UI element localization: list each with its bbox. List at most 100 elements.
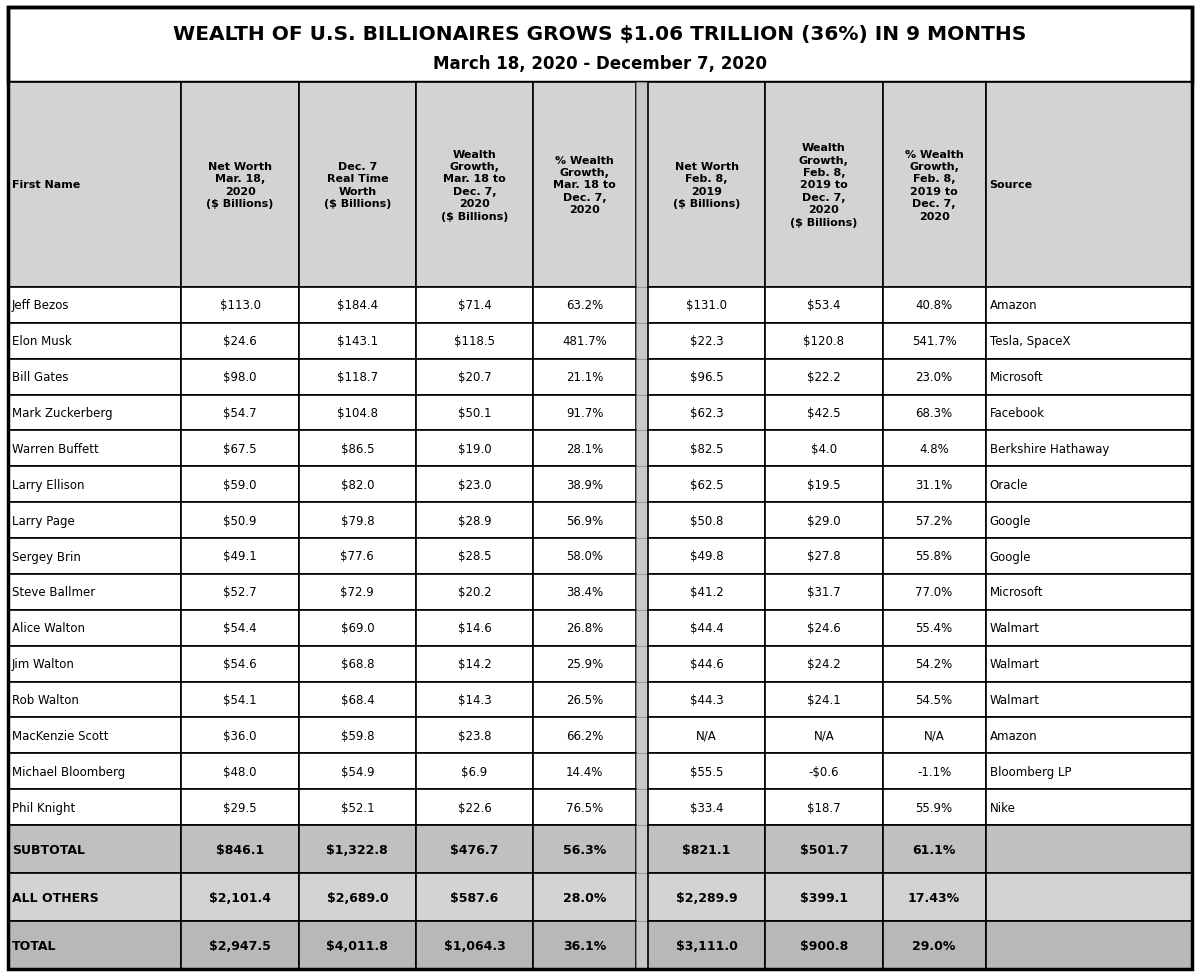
Text: $4.0: $4.0	[811, 443, 836, 455]
Bar	[636, 611, 648, 646]
Text: $59.8: $59.8	[341, 729, 374, 743]
Bar	[648, 753, 766, 789]
Bar	[533, 611, 636, 646]
Bar	[985, 574, 1192, 611]
Bar	[766, 467, 882, 503]
Text: $24.6: $24.6	[223, 335, 257, 348]
Text: N/A: N/A	[814, 729, 834, 743]
Text: Wealth
Growth,
Feb. 8,
2019 to
Dec. 7,
2020
($ Billions): Wealth Growth, Feb. 8, 2019 to Dec. 7, 2…	[791, 144, 858, 228]
Bar	[416, 646, 533, 682]
Bar	[8, 826, 181, 873]
Bar	[299, 873, 416, 921]
Text: $118.5: $118.5	[454, 335, 496, 348]
Text: 31.1%: 31.1%	[916, 479, 953, 491]
Text: $23.8: $23.8	[458, 729, 491, 743]
Bar	[985, 287, 1192, 323]
Bar	[985, 538, 1192, 574]
Bar	[8, 431, 181, 467]
Text: 76.5%: 76.5%	[566, 801, 604, 814]
Bar	[533, 826, 636, 873]
Bar	[8, 611, 181, 646]
Text: $2,289.9: $2,289.9	[676, 891, 738, 904]
Text: $67.5: $67.5	[223, 443, 257, 455]
Bar	[648, 682, 766, 718]
Bar	[985, 611, 1192, 646]
Bar	[985, 826, 1192, 873]
Bar	[636, 287, 648, 323]
Text: Walmart: Walmart	[990, 694, 1039, 706]
Text: 26.5%: 26.5%	[566, 694, 604, 706]
Text: Steve Ballmer: Steve Ballmer	[12, 586, 95, 599]
Bar	[299, 574, 416, 611]
Text: $72.9: $72.9	[341, 586, 374, 599]
Bar	[299, 921, 416, 969]
Text: $22.2: $22.2	[808, 371, 841, 384]
Text: 55.8%: 55.8%	[916, 550, 953, 563]
Text: $587.6: $587.6	[450, 891, 499, 904]
Text: 17.43%: 17.43%	[908, 891, 960, 904]
Bar	[416, 538, 533, 574]
Text: $49.8: $49.8	[690, 550, 724, 563]
Text: $86.5: $86.5	[341, 443, 374, 455]
Bar	[299, 682, 416, 718]
Text: Alice Walton: Alice Walton	[12, 621, 85, 635]
Bar	[8, 538, 181, 574]
Bar	[648, 574, 766, 611]
Bar	[299, 395, 416, 431]
Text: Net Worth
Mar. 18,
2020
($ Billions): Net Worth Mar. 18, 2020 ($ Billions)	[206, 162, 274, 209]
Text: Rob Walton: Rob Walton	[12, 694, 79, 706]
Text: $23.0: $23.0	[458, 479, 491, 491]
Text: $62.5: $62.5	[690, 479, 724, 491]
Text: 21.1%: 21.1%	[566, 371, 604, 384]
Text: 25.9%: 25.9%	[566, 658, 604, 670]
Bar	[648, 467, 766, 503]
Text: Larry Ellison: Larry Ellison	[12, 479, 84, 491]
Bar	[648, 538, 766, 574]
Text: $42.5: $42.5	[808, 406, 841, 419]
Text: $14.3: $14.3	[457, 694, 491, 706]
Text: 91.7%: 91.7%	[566, 406, 604, 419]
Text: $49.1: $49.1	[223, 550, 257, 563]
Bar	[882, 431, 985, 467]
Bar	[882, 611, 985, 646]
Bar	[882, 503, 985, 538]
Text: 63.2%: 63.2%	[566, 299, 604, 312]
Bar	[766, 789, 882, 826]
Text: $55.5: $55.5	[690, 765, 724, 778]
Text: % Wealth
Growth,
Mar. 18 to
Dec. 7,
2020: % Wealth Growth, Mar. 18 to Dec. 7, 2020	[553, 155, 616, 215]
Bar	[636, 873, 648, 921]
Text: Net Worth
Feb. 8,
2019
($ Billions): Net Worth Feb. 8, 2019 ($ Billions)	[673, 162, 740, 209]
Bar	[416, 503, 533, 538]
Text: Sergey Brin: Sergey Brin	[12, 550, 80, 563]
Text: $71.4: $71.4	[457, 299, 492, 312]
Text: 55.9%: 55.9%	[916, 801, 953, 814]
Text: $44.4: $44.4	[690, 621, 724, 635]
Text: $14.2: $14.2	[457, 658, 492, 670]
Bar	[766, 538, 882, 574]
Text: $118.7: $118.7	[337, 371, 378, 384]
Bar	[299, 431, 416, 467]
Bar	[299, 826, 416, 873]
Text: 68.3%: 68.3%	[916, 406, 953, 419]
Text: $77.6: $77.6	[341, 550, 374, 563]
Text: $131.0: $131.0	[686, 299, 727, 312]
Text: Mark Zuckerberg: Mark Zuckerberg	[12, 406, 113, 419]
Bar	[533, 921, 636, 969]
Text: -$0.6: -$0.6	[809, 765, 839, 778]
Bar	[416, 753, 533, 789]
Bar	[8, 467, 181, 503]
Bar	[882, 789, 985, 826]
Bar	[8, 287, 181, 323]
Text: 38.9%: 38.9%	[566, 479, 604, 491]
Text: $36.0: $36.0	[223, 729, 257, 743]
Bar	[648, 323, 766, 360]
Bar	[882, 921, 985, 969]
Bar	[416, 323, 533, 360]
Text: Phil Knight: Phil Knight	[12, 801, 76, 814]
Bar	[8, 503, 181, 538]
Bar	[882, 323, 985, 360]
Bar	[533, 467, 636, 503]
Bar	[416, 826, 533, 873]
Bar	[648, 611, 766, 646]
Text: 77.0%: 77.0%	[916, 586, 953, 599]
